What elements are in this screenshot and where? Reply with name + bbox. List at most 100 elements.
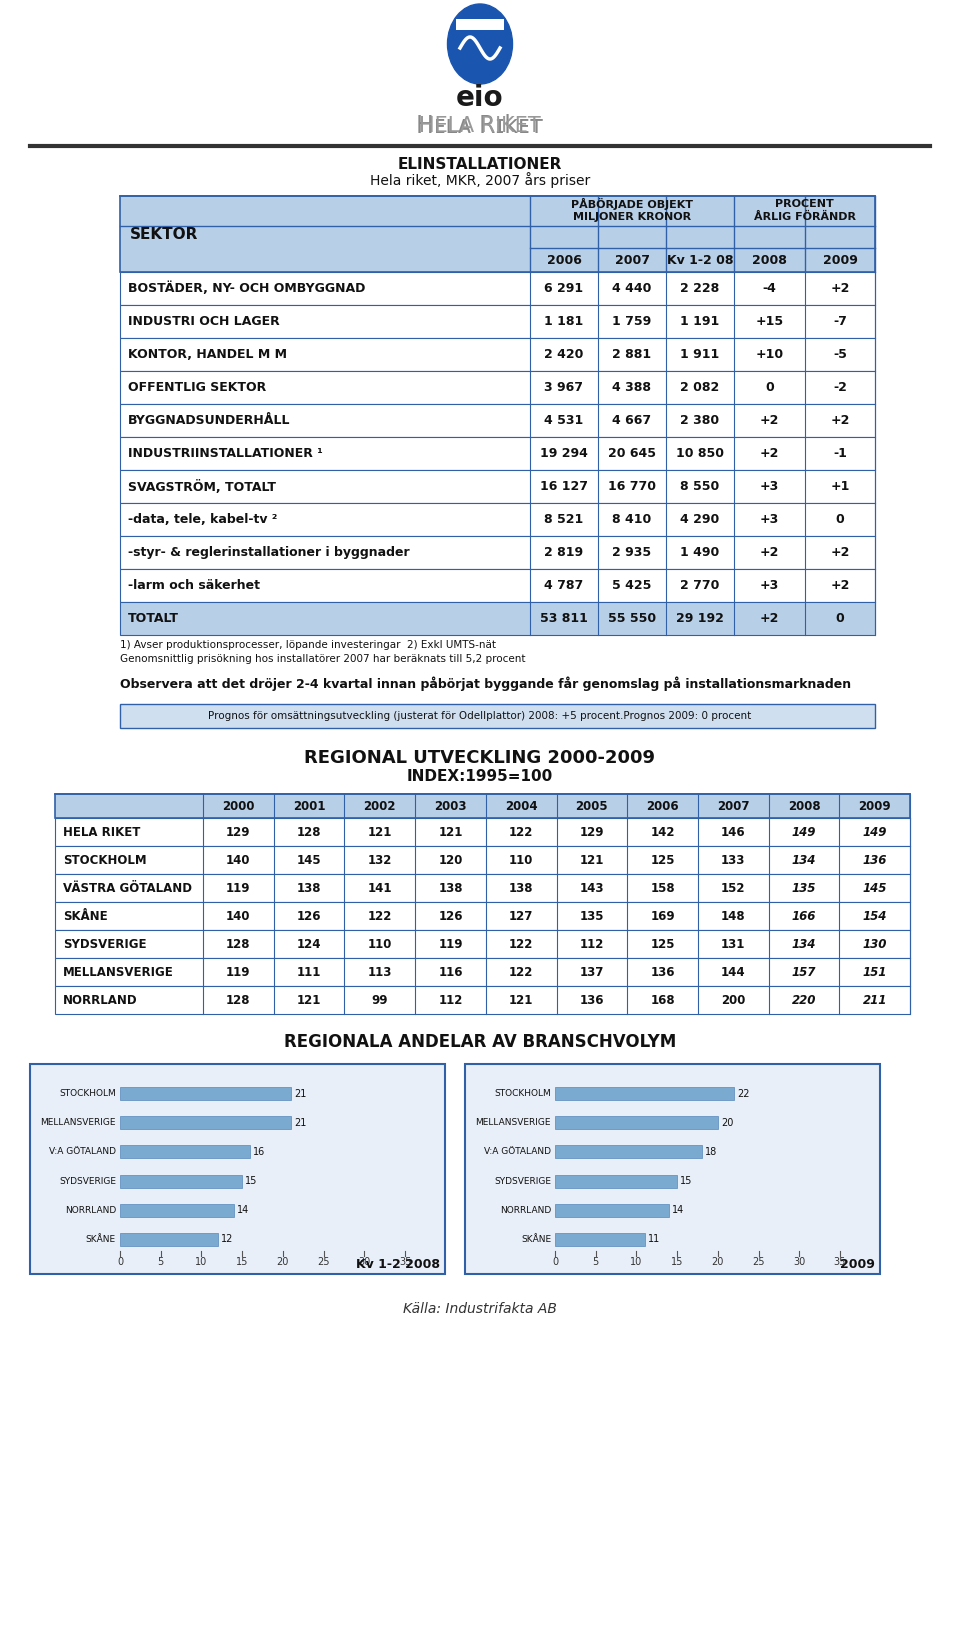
Text: HELA RIKET: HELA RIKET <box>63 825 140 838</box>
Text: 220: 220 <box>792 993 816 1007</box>
Text: 113: 113 <box>368 966 392 979</box>
Text: 20 645: 20 645 <box>608 448 656 461</box>
Text: 2009: 2009 <box>840 1258 875 1271</box>
Bar <box>120 306 875 338</box>
Text: 130: 130 <box>862 938 887 951</box>
Text: 0: 0 <box>117 1257 123 1266</box>
Text: 119: 119 <box>438 938 463 951</box>
Text: 124: 124 <box>297 938 322 951</box>
Bar <box>120 371 875 404</box>
Bar <box>55 985 910 1015</box>
Text: 10: 10 <box>195 1257 207 1266</box>
Text: 99: 99 <box>372 993 388 1007</box>
Text: 5 425: 5 425 <box>612 578 652 592</box>
Text: 1 181: 1 181 <box>544 315 584 328</box>
Text: SYDSVERIGE: SYDSVERIGE <box>59 1176 116 1186</box>
Text: 8 410: 8 410 <box>612 513 652 526</box>
Text: MELLANSVERIGE: MELLANSVERIGE <box>40 1118 116 1127</box>
Text: BYGGNADSUNDERHÅLL: BYGGNADSUNDERHÅLL <box>128 413 291 426</box>
Text: 122: 122 <box>368 910 392 923</box>
Text: 10: 10 <box>631 1257 642 1266</box>
Bar <box>120 436 875 471</box>
Text: 35: 35 <box>834 1257 846 1266</box>
Text: +2: +2 <box>830 578 850 592</box>
Text: 122: 122 <box>509 938 534 951</box>
Text: 25: 25 <box>318 1257 330 1266</box>
Text: 4 667: 4 667 <box>612 413 652 426</box>
Text: 145: 145 <box>862 881 887 894</box>
Text: 15: 15 <box>245 1176 257 1186</box>
Text: 53 811: 53 811 <box>540 613 588 624</box>
Text: SYDSVERIGE: SYDSVERIGE <box>494 1176 551 1186</box>
Text: 15: 15 <box>671 1257 684 1266</box>
Text: 168: 168 <box>650 993 675 1007</box>
Text: 22: 22 <box>737 1088 750 1098</box>
Text: 138: 138 <box>438 881 463 894</box>
Bar <box>55 958 910 985</box>
Text: 2004: 2004 <box>505 799 538 812</box>
Text: SVAGSTRÖM, TOTALT: SVAGSTRÖM, TOTALT <box>128 479 276 493</box>
Text: 134: 134 <box>792 853 816 866</box>
Text: 134: 134 <box>792 938 816 951</box>
Text: 2008: 2008 <box>752 253 787 266</box>
Text: 5: 5 <box>157 1257 164 1266</box>
Text: +10: +10 <box>756 348 783 361</box>
Text: 136: 136 <box>580 993 604 1007</box>
Text: MELLANSVERIGE: MELLANSVERIGE <box>63 966 174 979</box>
Text: -2: -2 <box>833 381 847 394</box>
Text: 2 228: 2 228 <box>681 283 720 296</box>
Text: SKÅNE: SKÅNE <box>521 1235 551 1243</box>
Text: 2 380: 2 380 <box>681 413 720 426</box>
Text: NORRLAND: NORRLAND <box>63 993 137 1007</box>
Text: 2007: 2007 <box>717 799 750 812</box>
Text: 121: 121 <box>509 993 534 1007</box>
Text: 122: 122 <box>509 825 534 838</box>
Text: 2007: 2007 <box>614 253 650 266</box>
Bar <box>120 1234 218 1247</box>
Text: 4 787: 4 787 <box>544 578 584 592</box>
Text: 112: 112 <box>439 993 463 1007</box>
Text: 2005: 2005 <box>576 799 609 812</box>
Text: 2009: 2009 <box>823 253 857 266</box>
Text: 211: 211 <box>862 993 887 1007</box>
Bar <box>456 20 504 29</box>
Text: 111: 111 <box>297 966 322 979</box>
Text: INDUSTRIINSTALLATIONER ¹: INDUSTRIINSTALLATIONER ¹ <box>128 448 323 461</box>
Text: KONTOR, HANDEL M M: KONTOR, HANDEL M M <box>128 348 287 361</box>
Text: 2 420: 2 420 <box>544 348 584 361</box>
Text: Genomsnittlig prisökning hos installatörer 2007 har beräknats till 5,2 procent: Genomsnittlig prisökning hos installatör… <box>120 654 525 663</box>
Bar <box>55 794 910 819</box>
Text: 2 770: 2 770 <box>681 578 720 592</box>
Text: 145: 145 <box>297 853 322 866</box>
Text: 2 819: 2 819 <box>544 546 584 559</box>
Text: 4 531: 4 531 <box>544 413 584 426</box>
Text: STOCKHOLM: STOCKHOLM <box>63 853 147 866</box>
Text: 8 550: 8 550 <box>681 480 720 493</box>
Text: 0: 0 <box>835 613 845 624</box>
Bar <box>555 1204 669 1217</box>
Text: 8 521: 8 521 <box>544 513 584 526</box>
Text: -4: -4 <box>762 283 777 296</box>
Text: 128: 128 <box>297 825 322 838</box>
Text: 125: 125 <box>650 853 675 866</box>
Text: +2: +2 <box>830 283 850 296</box>
Text: MELLANSVERIGE: MELLANSVERIGE <box>475 1118 551 1127</box>
Text: 14: 14 <box>237 1206 250 1216</box>
Text: TOTALT: TOTALT <box>128 613 179 624</box>
Bar <box>120 1145 251 1159</box>
Text: +1: +1 <box>830 480 850 493</box>
Text: SYDSVERIGE: SYDSVERIGE <box>63 938 147 951</box>
Text: 16 127: 16 127 <box>540 480 588 493</box>
Text: SKÅNE: SKÅNE <box>63 910 108 923</box>
Text: 10 850: 10 850 <box>676 448 724 461</box>
Text: 2003: 2003 <box>434 799 467 812</box>
Bar <box>120 404 875 436</box>
Text: 55 550: 55 550 <box>608 613 656 624</box>
Text: SKÅNE: SKÅNE <box>85 1235 116 1243</box>
Bar <box>120 569 875 601</box>
Text: 0: 0 <box>552 1257 558 1266</box>
Text: HELA RIKET: HELA RIKET <box>420 116 540 136</box>
Text: 2 881: 2 881 <box>612 348 652 361</box>
Text: 133: 133 <box>721 853 745 866</box>
Text: V:A GÖTALAND: V:A GÖTALAND <box>484 1147 551 1157</box>
